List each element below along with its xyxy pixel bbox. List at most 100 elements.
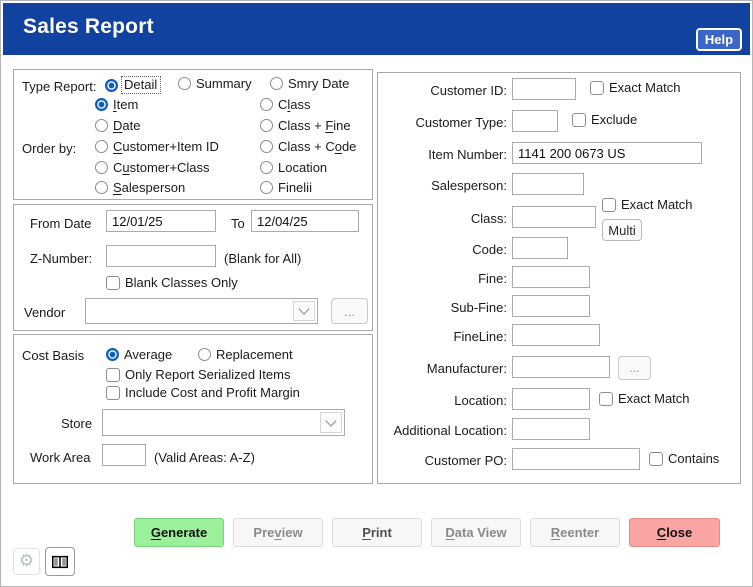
radio-class-fine[interactable]: Class + Fine [260, 118, 351, 133]
close-button[interactable]: Close [629, 518, 720, 547]
location-exact-match-checkbox[interactable]: Exact Match [599, 391, 690, 406]
vendor-label: Vendor [24, 305, 66, 320]
gear-icon: ⚙ [18, 551, 35, 571]
customer-po-label: Customer PO: [424, 453, 507, 468]
radio-detail[interactable]: Detail [105, 76, 162, 94]
type-report-group: Type Report: Detail Summary Smry Date Or… [13, 69, 373, 200]
generate-button[interactable]: Generate [134, 518, 224, 547]
radio-date[interactable]: Date [95, 118, 140, 133]
radio-class-code-icon [260, 140, 273, 153]
radio-salesperson[interactable]: Salesperson [95, 180, 185, 195]
report-log-button[interactable] [45, 547, 75, 576]
radio-class[interactable]: Class [260, 97, 311, 112]
radio-smry-date[interactable]: Smry Date [270, 76, 349, 91]
manufacturer-input[interactable] [512, 356, 610, 378]
code-label: Code: [472, 242, 507, 257]
blank-classes-only-checkbox-icon [106, 275, 120, 290]
radio-customer-item-id-icon [95, 140, 108, 153]
radio-replacement-icon [198, 348, 211, 361]
work-area-hint: (Valid Areas: A-Z) [154, 450, 255, 465]
vendor-dropdown[interactable] [85, 298, 318, 324]
radio-summary[interactable]: Summary [178, 76, 252, 91]
customer-type-input[interactable] [512, 110, 558, 132]
fine-label: Fine: [478, 271, 507, 286]
radio-class-label: Class [278, 97, 311, 112]
radio-summary-icon [178, 77, 191, 90]
class-exact-match-checkbox-icon [602, 197, 616, 212]
manufacturer-label: Manufacturer: [426, 361, 507, 376]
radio-customer-class-icon [95, 161, 108, 174]
salesperson-input[interactable] [512, 173, 584, 195]
exclude-label: Exclude [591, 112, 638, 127]
work-area-label: Work Area [30, 450, 91, 465]
store-dropdown-chevron-icon[interactable] [320, 412, 342, 433]
radio-replacement-label: Replacement [216, 347, 293, 362]
fineline-input[interactable] [512, 324, 600, 346]
class-exact-match-checkbox[interactable]: Exact Match [602, 197, 693, 212]
radio-item[interactable]: Item [95, 97, 138, 112]
multi-button[interactable]: Multi [602, 219, 642, 241]
settings-button[interactable]: ⚙ [13, 548, 40, 575]
radio-location[interactable]: Location [260, 160, 327, 175]
radio-location-icon [260, 161, 273, 174]
class-input[interactable] [512, 206, 596, 228]
preview-button[interactable]: Preview [233, 518, 323, 547]
radio-average-icon [106, 348, 119, 361]
item-filter-group: Customer ID: Exact Match Customer Type: … [377, 72, 741, 484]
vendor-browse-button[interactable]: ... [331, 298, 368, 324]
code-input[interactable] [512, 237, 568, 259]
radio-customer-class[interactable]: Customer+Class [95, 160, 209, 175]
radio-fineline-label: Finelii [278, 180, 312, 195]
cost-profit-margin-label: Include Cost and Profit Margin [125, 385, 300, 400]
blank-classes-only-label: Blank Classes Only [125, 275, 238, 290]
exclude-checkbox[interactable]: Exclude [572, 112, 637, 127]
radio-average[interactable]: Average [106, 347, 172, 362]
work-area-input[interactable] [102, 444, 146, 466]
radio-summary-label: Summary [196, 76, 252, 91]
radio-customer-item-id[interactable]: Customer+Item ID [95, 139, 219, 154]
help-button[interactable]: Help [696, 28, 742, 51]
from-date-input[interactable] [106, 210, 216, 232]
customer-po-input[interactable] [512, 448, 640, 470]
reenter-button[interactable]: Reenter [530, 518, 620, 547]
location-input[interactable] [512, 388, 590, 410]
additional-location-input[interactable] [512, 418, 590, 440]
data-view-button[interactable]: Data View [431, 518, 521, 547]
vendor-dropdown-chevron-icon[interactable] [293, 301, 315, 321]
radio-replacement[interactable]: Replacement [198, 347, 293, 362]
radio-item-label: Item [113, 97, 139, 112]
to-label: To [231, 216, 245, 231]
radio-fineline[interactable]: Finelii [260, 180, 312, 195]
customer-id-exact-match-checkbox-icon [590, 80, 604, 95]
contains-checkbox[interactable]: Contains [649, 451, 719, 466]
customer-id-exact-match-checkbox[interactable]: Exact Match [590, 80, 681, 95]
sub-fine-input[interactable] [512, 295, 590, 317]
radio-item-icon [95, 98, 108, 111]
fine-input[interactable] [512, 266, 590, 288]
print-button[interactable]: Print [332, 518, 422, 547]
customer-type-label: Customer Type: [415, 115, 507, 130]
item-number-input[interactable] [512, 142, 702, 164]
manufacturer-browse-button[interactable]: ... [618, 356, 651, 380]
from-date-label: From Date [30, 216, 92, 231]
store-label: Store [61, 416, 93, 431]
type-report-label: Type Report: [22, 79, 97, 94]
radio-class-code[interactable]: Class + Code [260, 139, 356, 154]
open-book-icon [52, 555, 68, 568]
radio-salesperson-label: Salesperson [113, 180, 186, 195]
store-dropdown[interactable] [102, 409, 345, 436]
radio-fineline-icon [260, 181, 273, 194]
radio-salesperson-icon [95, 181, 108, 194]
z-number-input[interactable] [106, 245, 216, 267]
customer-id-input[interactable] [512, 78, 576, 100]
contains-label: Contains [668, 451, 720, 466]
to-date-input[interactable] [251, 210, 359, 232]
z-number-hint: (Blank for All) [224, 251, 302, 266]
cost-profit-margin-checkbox[interactable]: Include Cost and Profit Margin [106, 385, 300, 400]
serialized-items-checkbox[interactable]: Only Report Serialized Items [106, 367, 290, 382]
blank-classes-only-checkbox[interactable]: Blank Classes Only [106, 275, 238, 290]
cost-basis-label: Cost Basis [22, 348, 85, 363]
radio-class-code-label: Class + Code [278, 139, 357, 154]
radio-customer-class-label: Customer+Class [113, 160, 210, 175]
